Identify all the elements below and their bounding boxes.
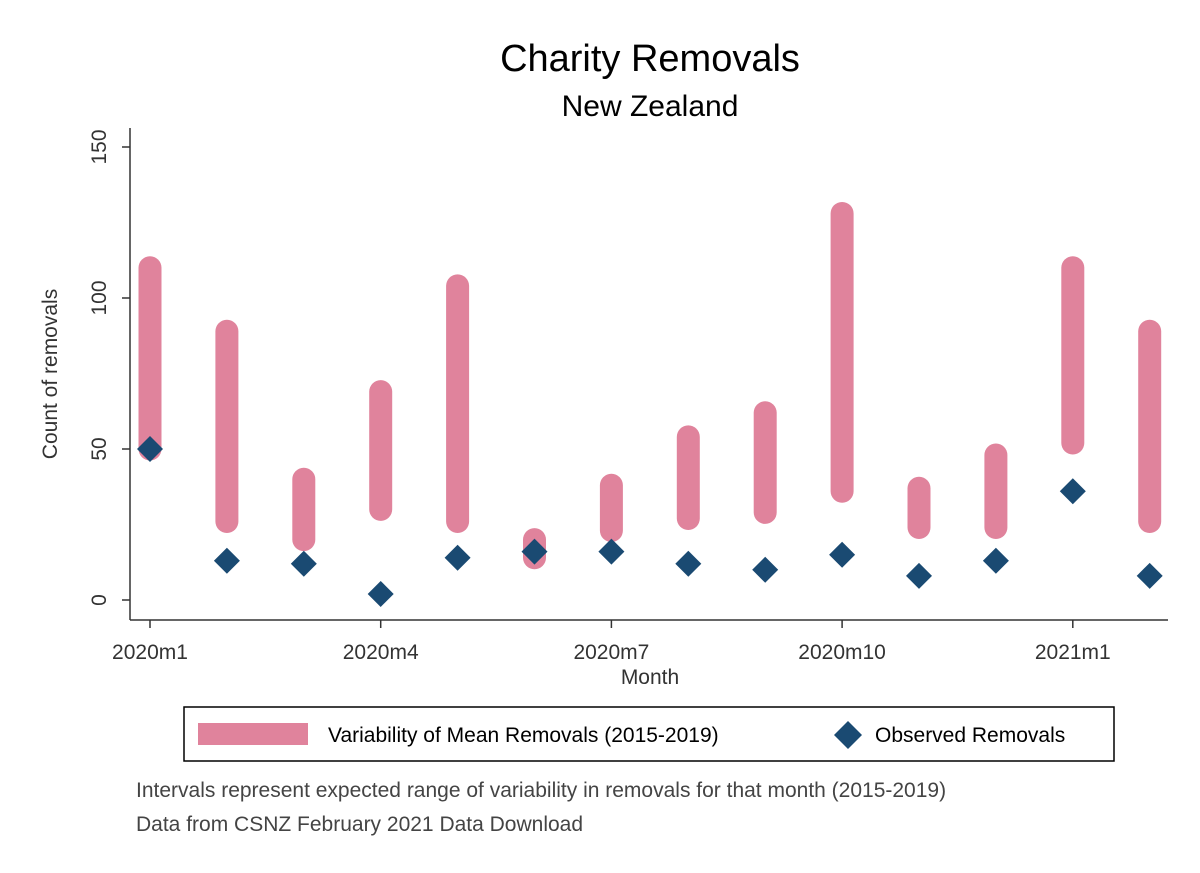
- y-tick-label-100: 100: [88, 280, 111, 315]
- range-bars: [138, 201, 1162, 570]
- y-tick-label-0: 0: [88, 594, 111, 606]
- x-tick-label-2020m4: 2020m4: [343, 641, 419, 664]
- plot-area: 0 50 100 150 2020m1 2020m4 2020m7 2020m10 2021m…: [88, 128, 1168, 664]
- observed-point-2020m5: [444, 544, 471, 571]
- chart-subtitle: New Zealand: [562, 90, 739, 123]
- observed-point-2020m2: [213, 547, 240, 574]
- observed-point-2020m7: [598, 538, 625, 565]
- y-tick-label-50: 50: [88, 437, 111, 460]
- legend-box: [183, 706, 1115, 762]
- legend-label-observed: Observed Removals: [875, 724, 1065, 747]
- observed-point-2020m1: [137, 436, 163, 462]
- x-axis-title: Month: [621, 666, 679, 689]
- note-line-2: Data from CSNZ February 2021 Data Downlo…: [136, 813, 583, 836]
- observed-point-2020m6: [521, 538, 548, 565]
- x-tick-label-2020m1: 2020m1: [112, 641, 188, 664]
- observed-point-2020m4: [367, 580, 394, 607]
- y-ticks: 0 50 100 150: [88, 129, 130, 606]
- observed-point-2020m9: [752, 556, 779, 583]
- note-line-1: Intervals represent expected range of va…: [136, 779, 946, 802]
- chart-title: Charity Removals: [500, 38, 800, 80]
- observed-point-2020m12: [982, 547, 1009, 574]
- x-ticks: 2020m1 2020m4 2020m7 2020m10 2021m1: [112, 620, 1111, 664]
- y-axis-title: Count of removals: [39, 289, 62, 459]
- legend: Variability of Mean Removals (2015-2019)…: [183, 706, 1115, 762]
- x-tick-label-2020m7: 2020m7: [573, 641, 649, 664]
- legend-diamond-swatch: [834, 721, 862, 749]
- legend-label-range: Variability of Mean Removals (2015-2019): [328, 724, 719, 747]
- observed-point-2021m2: [1136, 562, 1163, 589]
- observed-point-2020m10: [829, 541, 856, 568]
- x-tick-label-2021m1: 2021m1: [1035, 641, 1111, 664]
- y-tick-label-150: 150: [88, 129, 111, 164]
- observed-point-2020m3: [290, 550, 317, 577]
- observed-point-2020m8: [675, 550, 702, 577]
- observed-point-2020m11: [906, 562, 932, 589]
- observed-point-2021m1: [1059, 478, 1086, 505]
- observed-markers: [137, 436, 1163, 607]
- x-tick-label-2020m10: 2020m10: [798, 641, 886, 664]
